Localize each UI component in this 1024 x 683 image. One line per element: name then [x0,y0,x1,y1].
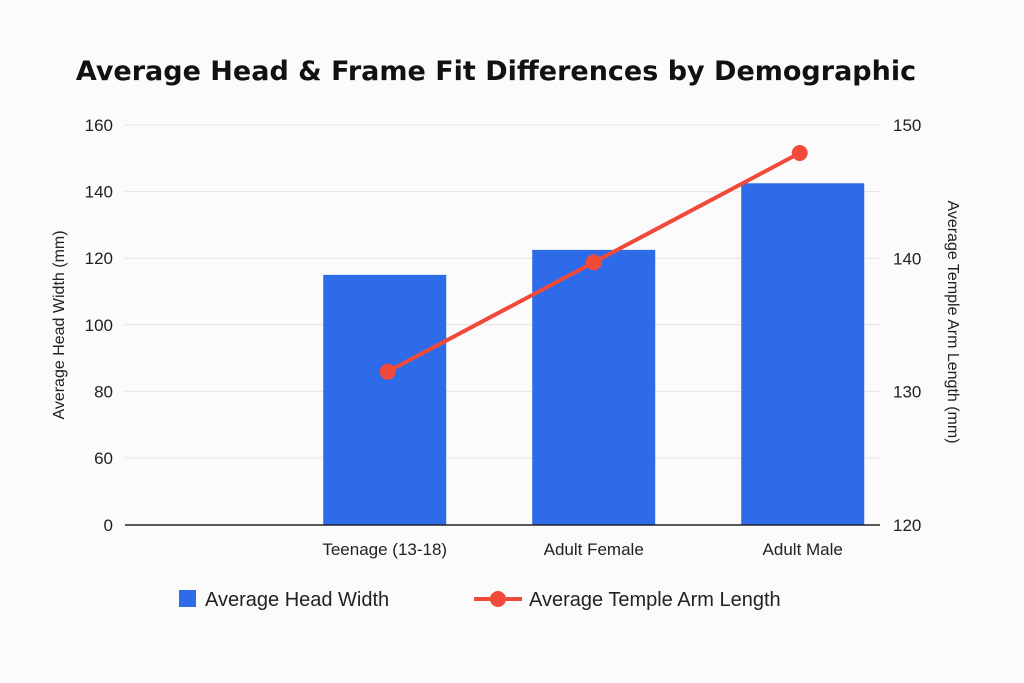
bar [741,183,865,525]
legend: Average Head Width Average Temple Arm Le… [179,589,781,611]
category-labels: Teenage (13-18) Adult Female Adult Male [322,540,843,559]
left-axis-ticks: 0 60 80 100 120 140 160 [85,116,113,535]
line-series [379,145,808,380]
legend-bar-swatch [179,590,196,607]
right-axis-ticks: 120 130 140 150 [893,116,921,535]
bar [323,274,447,525]
left-tick-label: 120 [85,249,113,268]
line-point [379,363,396,380]
category-label: Teenage (13-18) [322,540,447,559]
legend-line-marker [490,591,506,607]
legend-label-head-width: Average Head Width [205,589,389,611]
left-axis-title: Average Head Width (mm) [51,230,68,419]
left-tick-label: 0 [104,516,113,535]
line-point [585,254,602,271]
right-tick-label: 140 [893,249,921,268]
chart-title: Average Head & Frame Fit Differences by … [76,56,916,87]
left-tick-label: 160 [85,116,113,135]
right-tick-label: 120 [893,516,921,535]
bar-series [323,183,865,525]
left-tick-label: 60 [94,449,113,468]
right-tick-label: 130 [893,383,921,402]
legend-label-temple-arm: Average Temple Arm Length [529,589,781,611]
category-label: Adult Female [544,540,644,559]
category-label: Adult Male [763,540,843,559]
line-point [791,145,808,161]
left-tick-label: 100 [85,316,113,335]
left-tick-label: 140 [85,183,113,202]
bar [532,249,656,525]
right-tick-label: 150 [893,116,921,135]
right-axis-title: Average Temple Arm Length (mm) [944,200,961,443]
left-tick-label: 80 [94,382,113,401]
